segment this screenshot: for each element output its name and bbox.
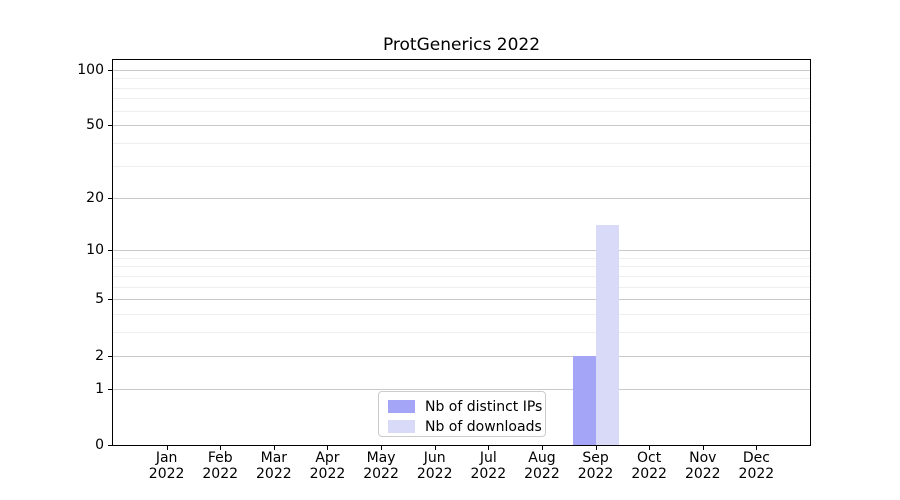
- legend-label-downloads: Nb of downloads: [425, 418, 542, 435]
- y-axis-tick-label: 5: [95, 291, 104, 308]
- x-tick-mark: [649, 446, 651, 450]
- month-label: Apr: [315, 450, 340, 466]
- y-tick-mark: [108, 445, 112, 446]
- y-axis-tick-label: 100: [77, 61, 104, 78]
- gridline-major: [113, 197, 810, 199]
- gridline-minor: [113, 165, 810, 167]
- x-axis-tick-label: Sep 2022: [551, 450, 641, 482]
- month-label: May: [366, 450, 396, 466]
- y-tick-mark: [108, 250, 112, 252]
- x-tick-mark: [166, 446, 168, 450]
- y-axis-tick-label: 20: [86, 189, 104, 206]
- gridline-minor: [113, 332, 810, 334]
- x-tick-mark: [220, 446, 222, 450]
- x-axis-tick-label: Aug 2022: [497, 450, 587, 482]
- x-axis-tick-label: Feb 2022: [175, 450, 265, 482]
- bar-downloads-sep: [595, 224, 619, 445]
- legend-entry-downloads: Nb of downloads: [388, 417, 542, 436]
- year-label: 2022: [631, 465, 667, 482]
- gridline-major: [113, 355, 810, 357]
- year-label: 2022: [256, 465, 292, 482]
- gridline-minor: [113, 87, 810, 89]
- x-axis-tick-label: Nov 2022: [658, 450, 748, 482]
- y-axis-tick-label: 0: [95, 437, 104, 453]
- x-tick-mark: [595, 446, 597, 450]
- gridline-major: [113, 299, 810, 301]
- x-axis-tick-label: Dec 2022: [711, 450, 801, 482]
- y-tick-mark: [108, 299, 112, 301]
- y-tick-mark: [108, 388, 112, 390]
- month-label: Dec: [742, 450, 770, 466]
- y-tick-mark: [108, 355, 112, 357]
- gridline-major: [113, 388, 810, 390]
- x-tick-mark: [702, 446, 704, 450]
- x-tick-mark: [273, 446, 275, 450]
- year-label: 2022: [470, 465, 507, 482]
- gridline-minor: [113, 314, 810, 316]
- year-label: 2022: [416, 465, 453, 482]
- month-label: Jun: [423, 450, 446, 466]
- x-tick-mark: [756, 446, 758, 450]
- month-label: Jul: [479, 450, 497, 466]
- month-label: Oct: [637, 450, 662, 466]
- year-label: 2022: [148, 465, 185, 482]
- year-label: 2022: [363, 465, 399, 482]
- y-tick-mark: [108, 197, 112, 199]
- month-label: Feb: [207, 450, 233, 466]
- year-label: 2022: [684, 465, 721, 482]
- month-label: Sep: [582, 450, 609, 466]
- month-label: Mar: [260, 450, 288, 466]
- gridline-minor: [113, 78, 810, 80]
- month-label: Nov: [689, 450, 717, 466]
- x-axis-tick-label: Jan 2022: [122, 450, 212, 482]
- gridline-minor: [113, 286, 810, 288]
- gridline-major: [113, 125, 810, 127]
- chart-title: ProtGenerics 2022: [382, 35, 541, 55]
- gridline-minor: [113, 110, 810, 112]
- gridline-minor: [113, 143, 810, 145]
- legend-entry-distinct-ips: Nb of distinct IPs: [388, 397, 542, 416]
- bar-distinct-ips-sep: [572, 355, 596, 445]
- year-label: 2022: [524, 465, 560, 482]
- x-axis-tick-label: Mar 2022: [229, 450, 319, 482]
- legend-label-distinct-ips: Nb of distinct IPs: [425, 398, 543, 415]
- y-axis-tick-label: 10: [86, 242, 104, 259]
- x-axis-tick-label: Apr 2022: [282, 450, 372, 482]
- y-axis-tick-label: 1: [95, 380, 104, 397]
- year-label: 2022: [309, 465, 346, 482]
- x-axis-tick-label: Jul 2022: [443, 450, 533, 482]
- y-tick-mark: [108, 69, 112, 71]
- legend: Nb of distinct IPs Nb of downloads: [378, 391, 546, 437]
- x-tick-mark: [327, 446, 329, 450]
- x-tick-mark: [381, 446, 383, 450]
- gridline-minor: [113, 275, 810, 277]
- y-axis-tick-label: 50: [86, 117, 104, 134]
- month-label: Jan: [155, 450, 178, 466]
- gridline-major: [113, 250, 810, 252]
- x-axis-tick-label: May 2022: [336, 450, 426, 482]
- year-label: 2022: [577, 465, 614, 482]
- gridline-minor: [113, 266, 810, 268]
- gridline-minor: [113, 257, 810, 259]
- x-tick-mark: [488, 446, 490, 450]
- x-tick-mark: [541, 446, 543, 450]
- month-label: Aug: [528, 450, 556, 466]
- y-tick-mark: [108, 125, 112, 127]
- x-tick-mark: [434, 446, 436, 450]
- gridline-minor: [113, 98, 810, 100]
- legend-swatch-downloads-icon: [388, 420, 415, 433]
- year-label: 2022: [202, 465, 239, 482]
- x-axis-tick-label: Jun 2022: [390, 450, 480, 482]
- plot-area: [112, 59, 811, 446]
- x-axis-tick-label: Oct 2022: [604, 450, 694, 482]
- gridline-major: [113, 69, 810, 71]
- year-label: 2022: [738, 465, 775, 482]
- legend-swatch-distinct-ips-icon: [388, 400, 415, 413]
- y-axis-tick-label: 2: [95, 347, 104, 364]
